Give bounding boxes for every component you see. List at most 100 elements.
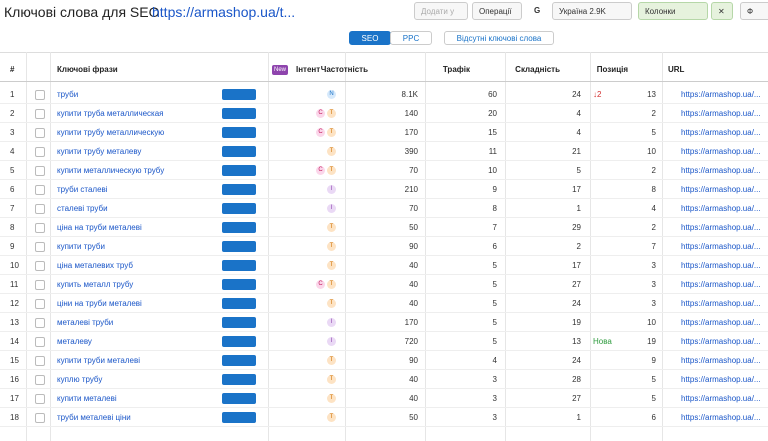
url[interactable]: https://armashop.ua/... [681, 147, 761, 156]
tab-ppc[interactable]: PPC [390, 31, 432, 45]
country-button[interactable]: Україна 2.9K [552, 2, 632, 20]
column-header[interactable]: Ключові фрази [57, 65, 118, 74]
keyword[interactable]: купити трубу металеву [57, 147, 142, 156]
keyword-actions[interactable] [222, 146, 256, 157]
url[interactable]: https://armashop.ua/... [681, 356, 761, 365]
url[interactable]: https://armashop.ua/... [681, 394, 761, 403]
url[interactable]: https://armashop.ua/... [681, 223, 761, 232]
url[interactable]: https://armashop.ua/... [681, 299, 761, 308]
keyword[interactable]: купити труби металеві [57, 356, 140, 365]
keyword-actions[interactable] [222, 374, 256, 385]
keyword[interactable]: купити труба металлическая [57, 109, 164, 118]
url[interactable]: https://armashop.ua/... [681, 318, 761, 327]
domain-link[interactable]: https://armashop.ua/t... [152, 4, 296, 20]
keyword[interactable]: сталеві труби [57, 204, 108, 213]
keyword-actions[interactable] [222, 165, 256, 176]
checkbox[interactable] [35, 166, 45, 176]
checkbox[interactable] [35, 147, 45, 157]
column-header[interactable]: URL [668, 65, 685, 74]
checkbox[interactable] [35, 242, 45, 252]
tab-seo[interactable]: SEO [349, 31, 391, 45]
keyword[interactable]: ціна на труби металеві [57, 223, 142, 232]
url[interactable]: https://armashop.ua/... [681, 280, 761, 289]
url[interactable]: https://armashop.ua/... [681, 375, 761, 384]
keyword[interactable]: купить металл трубу [57, 280, 134, 289]
keyword[interactable]: металеву [57, 337, 92, 346]
url[interactable]: https://armashop.ua/... [681, 90, 761, 99]
url[interactable]: https://armashop.ua/... [681, 109, 761, 118]
filter-button[interactable]: Ф [740, 2, 768, 20]
checkbox[interactable] [35, 413, 45, 423]
keyword-actions[interactable] [222, 393, 256, 404]
keyword[interactable]: труби [57, 90, 79, 99]
keyword-actions[interactable] [222, 355, 256, 366]
checkbox[interactable] [35, 375, 45, 385]
table-row: 17 купити металеві T 40 3 27 5 https://armashop… [0, 389, 768, 408]
keyword[interactable]: ціна металевих труб [57, 261, 133, 270]
intent-cell: I [327, 332, 338, 351]
checkbox[interactable] [35, 223, 45, 233]
keyword-actions[interactable] [222, 260, 256, 271]
checkbox[interactable] [35, 394, 45, 404]
column-header[interactable]: # [10, 65, 15, 74]
keyword[interactable]: труби металеві ціни [57, 413, 131, 422]
checkbox[interactable] [35, 280, 45, 290]
checkbox[interactable] [35, 109, 45, 119]
checkbox[interactable] [35, 261, 45, 271]
keyword-actions[interactable] [222, 184, 256, 195]
checkbox[interactable] [35, 356, 45, 366]
keyword-actions[interactable] [222, 127, 256, 138]
keyword-actions[interactable] [222, 203, 256, 214]
checkbox[interactable] [35, 90, 45, 100]
keyword[interactable]: труби сталеві [57, 185, 108, 194]
intent-cell: N [327, 85, 338, 104]
close-button[interactable]: ✕ [711, 2, 733, 20]
column-header[interactable]: Позиція [596, 65, 628, 74]
checkbox[interactable] [35, 185, 45, 195]
column-header[interactable]: Трафік [442, 65, 470, 74]
checkbox[interactable] [35, 318, 45, 328]
keyword-actions[interactable] [222, 241, 256, 252]
add-button[interactable]: Додати у [414, 2, 468, 20]
intent-badge: T [327, 394, 336, 404]
url[interactable]: https://armashop.ua/... [681, 242, 761, 251]
column-header[interactable]: Інтент [296, 65, 321, 74]
checkbox[interactable] [35, 128, 45, 138]
traffic: 20 [488, 109, 497, 118]
keyword[interactable]: купити труби [57, 242, 105, 251]
keyword-actions[interactable] [222, 412, 256, 423]
column-header[interactable]: Складність [515, 65, 560, 74]
checkbox[interactable] [35, 337, 45, 347]
keyword[interactable]: куплю трубу [57, 375, 103, 384]
url[interactable]: https://armashop.ua/... [681, 337, 761, 346]
volume: 140 [404, 109, 418, 118]
keyword[interactable]: купити металеві [57, 394, 117, 403]
keyword-actions[interactable] [222, 298, 256, 309]
keyword-actions[interactable] [222, 317, 256, 328]
keyword[interactable]: металеві труби [57, 318, 114, 327]
url[interactable]: https://armashop.ua/... [681, 413, 761, 422]
url[interactable]: https://armashop.ua/... [681, 185, 761, 194]
keyword-actions[interactable] [222, 89, 256, 100]
keyword-actions[interactable] [222, 108, 256, 119]
keyword[interactable]: купити трубу металлическую [57, 128, 165, 137]
tab-missing[interactable]: Відсутні ключові слова [444, 31, 554, 45]
keyword-actions[interactable] [222, 222, 256, 233]
url[interactable]: https://armashop.ua/... [681, 128, 761, 137]
operations-button[interactable]: Операції [472, 2, 522, 20]
keyword-actions[interactable] [222, 336, 256, 347]
column-divider [268, 52, 269, 441]
column-divider [590, 52, 591, 441]
keyword[interactable]: ціни на труби металеві [57, 299, 142, 308]
column-header[interactable]: Частотність [320, 65, 368, 74]
url[interactable]: https://armashop.ua/... [681, 261, 761, 270]
checkbox[interactable] [35, 299, 45, 309]
difficulty: 29 [572, 223, 581, 232]
checkbox[interactable] [35, 204, 45, 214]
url[interactable]: https://armashop.ua/... [681, 166, 761, 175]
keyword[interactable]: купити металлическую трубу [57, 166, 165, 175]
keyword-actions[interactable] [222, 279, 256, 290]
columns-button[interactable]: Колонки [638, 2, 708, 20]
url[interactable]: https://armashop.ua/... [681, 204, 761, 213]
difficulty: 19 [572, 318, 581, 327]
